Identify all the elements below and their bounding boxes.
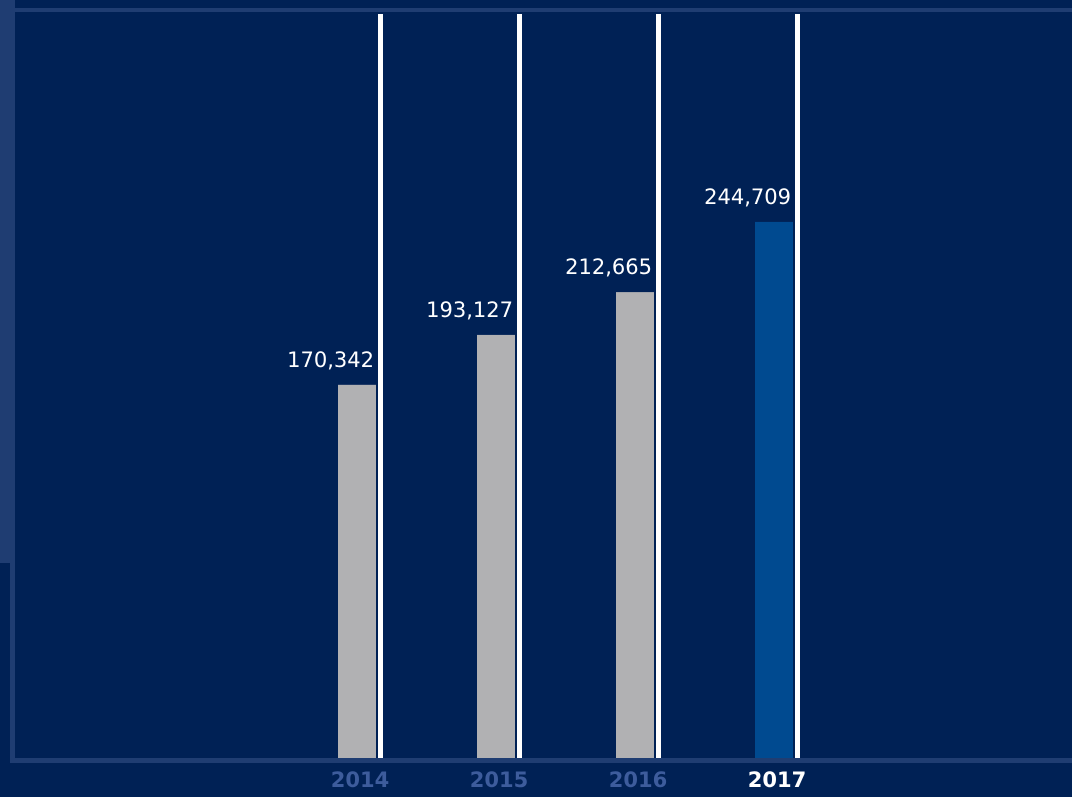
bar-2016 — [616, 292, 654, 758]
value-label-2014: 170,342 — [287, 348, 374, 372]
value-label-2016: 212,665 — [565, 255, 652, 279]
bar-2017 — [755, 221, 793, 758]
divider-line-2017 — [795, 14, 800, 758]
frame-left-border-upper — [0, 0, 15, 563]
year-label-2016: 2016 — [609, 768, 667, 792]
chart-marks: 170,342 2014 193,127 2015 212,665 2016 244,709… — [287, 14, 806, 792]
frame-top-border — [0, 8, 1072, 12]
year-label-2017: 2017 — [748, 768, 806, 792]
year-label-2014: 2014 — [331, 768, 389, 792]
value-label-2015: 193,127 — [426, 298, 513, 322]
frame-left-border-lower — [10, 563, 15, 763]
bar-2015 — [477, 334, 515, 758]
divider-line-2016 — [656, 14, 661, 758]
divider-line-2015 — [517, 14, 522, 758]
divider-line-2014 — [378, 14, 383, 758]
year-label-2015: 2015 — [470, 768, 528, 792]
value-label-2017: 244,709 — [704, 185, 791, 209]
bar-2014 — [338, 384, 376, 758]
baseline-axis — [10, 758, 1072, 763]
